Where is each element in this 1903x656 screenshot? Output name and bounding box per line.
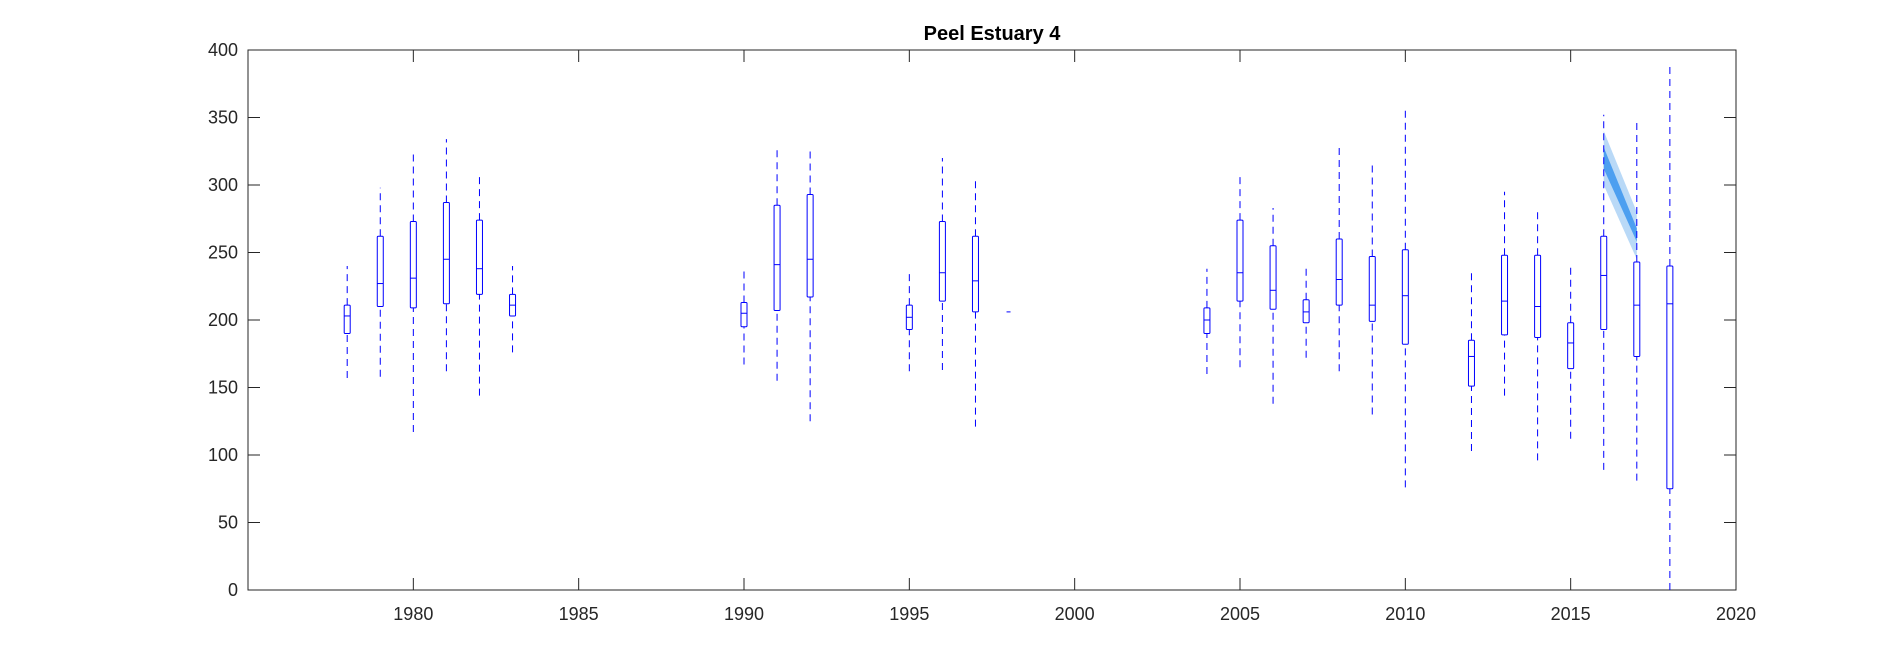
box [442, 202, 450, 305]
y-tick-label: 400 [208, 40, 238, 60]
y-tick-label: 200 [208, 310, 238, 330]
box [1567, 322, 1575, 370]
box [1467, 339, 1475, 387]
x-tick-label: 2020 [1716, 604, 1756, 624]
x-tick-label: 2010 [1385, 604, 1425, 624]
x-tick-label: 2005 [1220, 604, 1260, 624]
box [806, 193, 814, 298]
box [1534, 254, 1542, 339]
box [1236, 219, 1244, 302]
x-tick-label: 2000 [1055, 604, 1095, 624]
box [1203, 307, 1211, 335]
box [1302, 299, 1310, 324]
axes-frame [247, 49, 1737, 591]
box [740, 301, 748, 328]
y-tick-label: 250 [208, 243, 238, 263]
box [971, 235, 979, 313]
box [376, 235, 384, 307]
box [409, 220, 417, 309]
box [1633, 261, 1641, 357]
box [1269, 245, 1277, 310]
box [773, 204, 781, 312]
box [1600, 235, 1608, 330]
plot-area: 0 50 100 150 200 250 300 350 400 1980 1985 1990 1995… [208, 40, 1756, 624]
x-tick-label: 1985 [559, 604, 599, 624]
box [1666, 265, 1674, 490]
box [1401, 249, 1409, 345]
x-tick-label: 2015 [1551, 604, 1591, 624]
y-tick-label: 150 [208, 378, 238, 398]
box [938, 220, 946, 302]
y-tick-label: 50 [218, 513, 238, 533]
y-tick-label: 300 [208, 175, 238, 195]
y-tick-label: 350 [208, 108, 238, 128]
y-tick-label: 100 [208, 445, 238, 465]
box [343, 304, 351, 334]
y-tick-label: 0 [228, 580, 238, 600]
box [1501, 254, 1509, 336]
box [475, 219, 483, 295]
x-tick-label: 1980 [393, 604, 433, 624]
x-tick-label: 1995 [889, 604, 929, 624]
trend-band-inner [1603, 147, 1637, 242]
x-tick-label: 1990 [724, 604, 764, 624]
box [1335, 238, 1343, 306]
box [1368, 256, 1376, 322]
chart-title: Peel Estuary 4 [924, 23, 1062, 45]
